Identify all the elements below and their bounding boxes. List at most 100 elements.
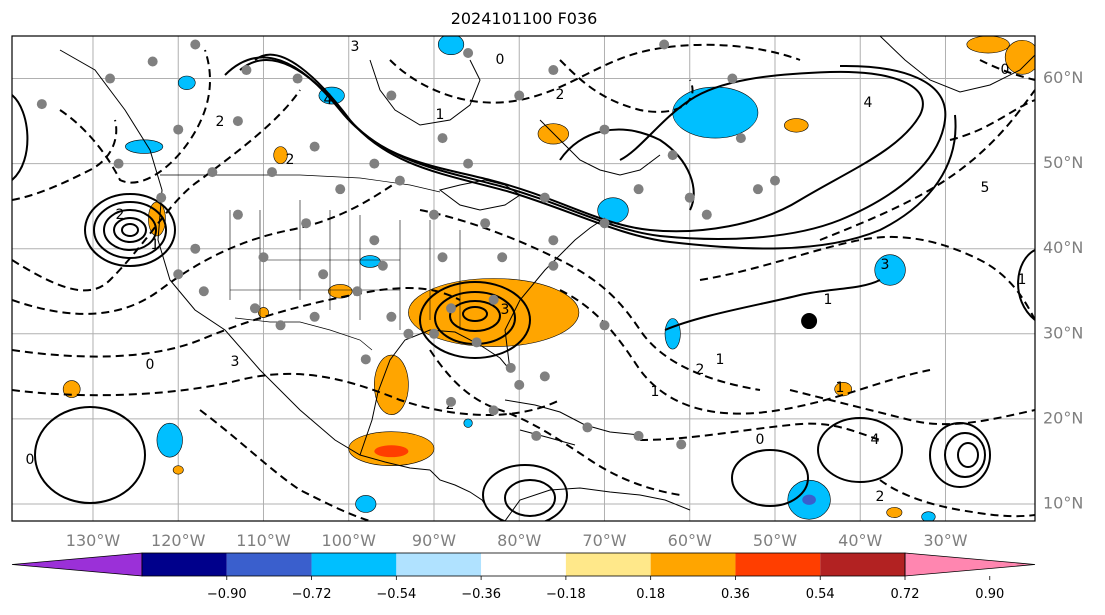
dashed-contour-8 — [419, 209, 761, 391]
station-dot — [531, 430, 542, 441]
latitude-axis-labels: 60°N 50°N 40°N 30°N 20°N 10°N — [1043, 68, 1083, 512]
orange-shaded-area — [784, 118, 809, 133]
colorbar-extend-max — [904, 552, 1036, 577]
pacific-south-contour — [34, 406, 146, 504]
colorbar-segment — [650, 553, 736, 576]
colorbar: −0.90 −0.72 −0.54 −0.36 −0.18 0.18 0.36 0.54 0.7… — [11, 552, 1036, 602]
orange-shaded-area — [62, 380, 81, 398]
dashed-contour-6 — [12, 119, 118, 201]
station-dot — [633, 184, 644, 195]
atlantic-small-high — [817, 417, 903, 483]
dashed-contour-15 — [429, 349, 681, 496]
colorbar-extend-min — [11, 552, 143, 577]
colorbar-segment — [481, 553, 566, 576]
highlight-point-marker — [801, 313, 818, 330]
station-dot — [190, 243, 201, 254]
station-dot — [386, 311, 397, 322]
station-dot — [249, 303, 260, 314]
station-dot — [241, 65, 252, 76]
station-dot — [446, 303, 457, 314]
station-dot — [275, 320, 286, 331]
contour-label: 3 — [501, 302, 510, 318]
station-dot — [599, 124, 610, 135]
station-dot — [190, 39, 201, 50]
station-dot — [386, 90, 397, 101]
contour-label-layer: 342240012312351201231210104 — [26, 39, 1027, 505]
east-edge-contour — [1017, 249, 1035, 321]
colorbar-segment — [820, 553, 905, 576]
longitude-label: 70°W — [582, 531, 626, 550]
dashed-contour-16 — [199, 409, 371, 521]
colorbar-segment — [142, 553, 227, 576]
station-dot — [394, 175, 405, 186]
station-marker-layer — [36, 39, 780, 450]
labrador-contour — [559, 128, 695, 211]
colorbar-tick-label: 0.36 — [721, 587, 750, 602]
station-dot — [335, 184, 346, 195]
station-dot — [198, 286, 209, 297]
contour-label: 3 — [351, 39, 360, 55]
station-dot — [113, 158, 124, 169]
station-dot — [147, 56, 158, 67]
station-dot — [156, 192, 167, 203]
blue-shaded-area — [437, 36, 465, 56]
colorbar-tick-label: −0.90 — [207, 587, 247, 602]
colorbar-segment — [396, 553, 482, 576]
colorbar-tick-label: 0.90 — [975, 587, 1004, 602]
labrador-coast — [539, 119, 661, 176]
dashed-contour-2 — [12, 179, 401, 315]
longitude-label: 30°W — [923, 531, 967, 550]
contour-label: 0 — [1001, 62, 1010, 78]
dashed-contour-10 — [699, 235, 1035, 321]
red-shaded-area — [374, 445, 409, 458]
station-dot — [633, 430, 644, 441]
map-plot-area: 342240012312351201231210104 — [12, 36, 1035, 521]
dashed-contour-14 — [789, 389, 1035, 426]
colorbar-tick-label: −0.18 — [546, 587, 586, 602]
station-dot — [428, 209, 439, 220]
colorbar-tick-label: 0.72 — [891, 587, 920, 602]
contour-label: 1 — [651, 384, 660, 400]
contour-label: 1 — [1018, 272, 1027, 288]
contour-label: 0 — [146, 357, 155, 373]
colorbar-segment — [565, 553, 651, 576]
longitude-label: 40°W — [838, 531, 882, 550]
station-dot — [369, 158, 380, 169]
station-dot — [437, 133, 448, 144]
west-edge-contour — [12, 94, 29, 181]
contour-label: 1 — [836, 380, 845, 396]
contour-label: 1 — [824, 292, 833, 308]
station-dot — [428, 328, 439, 339]
station-dot — [232, 116, 243, 127]
station-dot — [471, 337, 482, 348]
station-dot — [735, 133, 746, 144]
station-dot — [207, 167, 218, 178]
colorbar-frame — [141, 552, 906, 577]
greenland-coast — [879, 36, 1035, 93]
longitude-label: 130°W — [66, 531, 121, 550]
contour-label: 0 — [756, 432, 765, 448]
contour-label: 2 — [286, 152, 295, 168]
contour-label: 2 — [116, 207, 125, 223]
station-dot — [258, 252, 269, 263]
blue-shaded-area — [156, 422, 183, 458]
orange-shaded-area — [966, 36, 1010, 54]
station-dot — [318, 269, 329, 280]
station-dot — [352, 286, 363, 297]
orange-shaded-area — [258, 307, 269, 318]
low-pacific-contour-3 — [103, 209, 157, 251]
dashed-contour-1 — [12, 89, 301, 292]
station-dot — [676, 439, 687, 450]
blue-shaded-area — [359, 255, 381, 268]
contour-label: 1 — [436, 107, 445, 123]
contour-label: 5 — [981, 180, 990, 196]
low-pacific-contour-5 — [121, 223, 139, 237]
longitude-label: 120°W — [151, 531, 206, 550]
contour-label: 4 — [871, 432, 880, 448]
contour-label: 4 — [324, 92, 333, 108]
dashed-contour-7 — [389, 43, 801, 104]
latitude-label: 60°N — [1043, 68, 1083, 87]
contour-label: 2 — [876, 489, 885, 505]
station-dot — [360, 354, 371, 365]
